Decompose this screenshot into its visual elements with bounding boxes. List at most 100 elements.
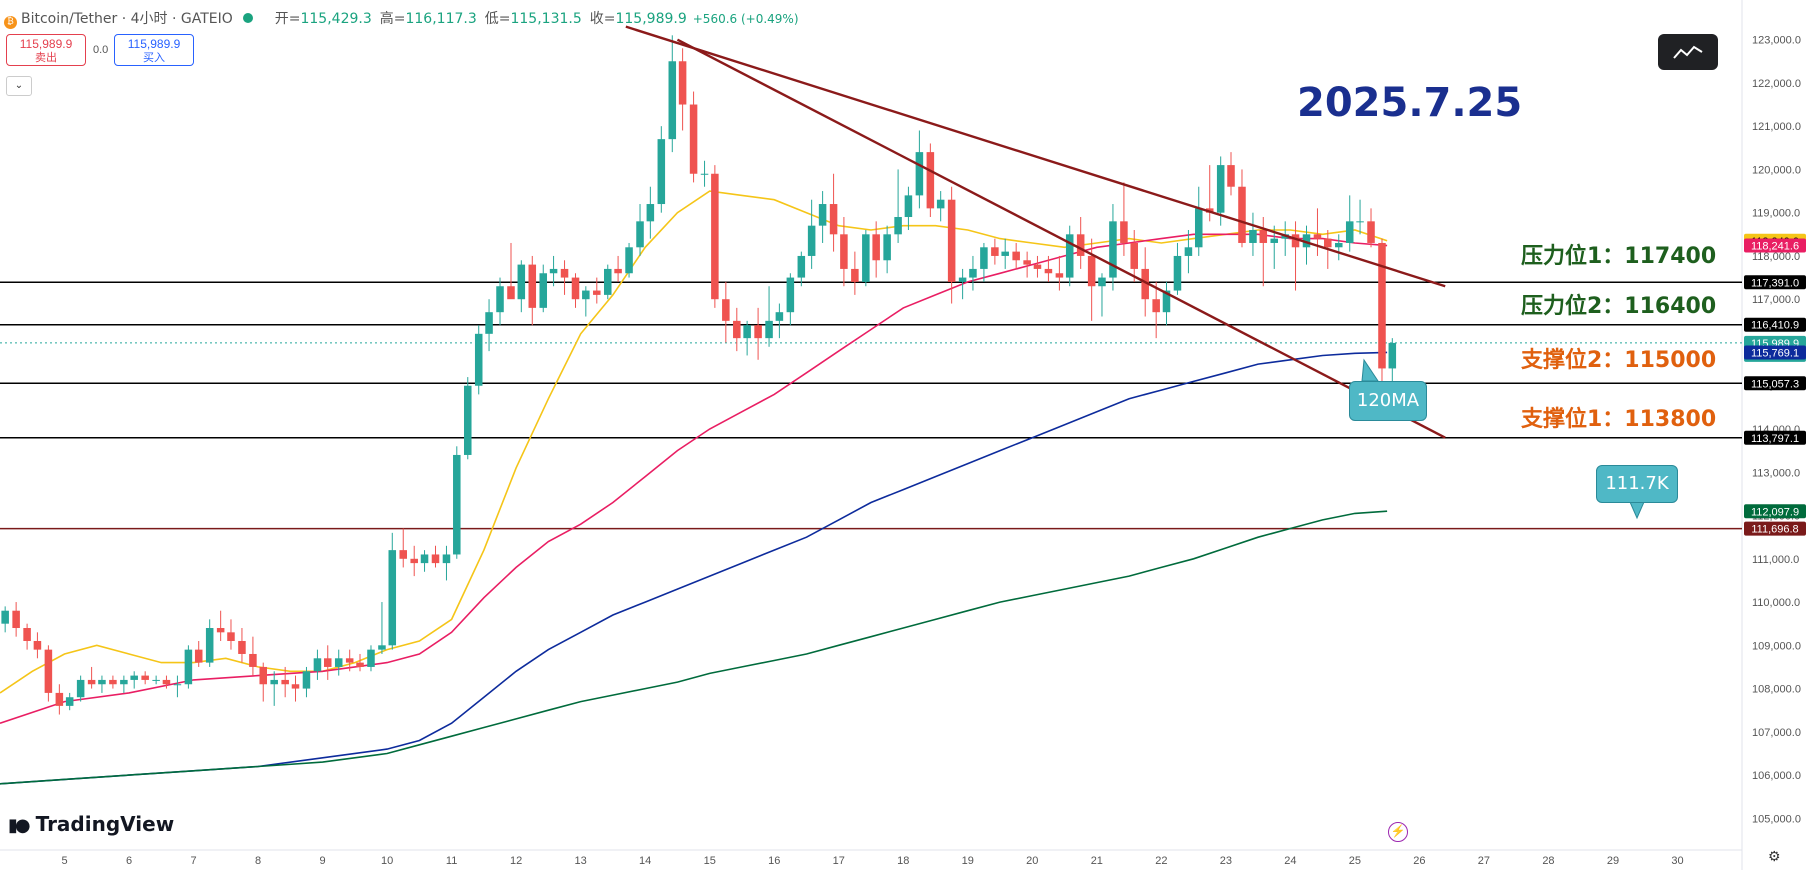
candle xyxy=(711,165,719,308)
candle xyxy=(120,675,128,693)
candle-body xyxy=(958,277,967,282)
candle-body xyxy=(1238,186,1246,243)
candle xyxy=(915,130,924,209)
x-tick-label: 19 xyxy=(962,855,974,867)
candle-body xyxy=(1324,238,1332,248)
resistance-2-label: 压力位2：116400 xyxy=(1521,294,1717,319)
candle-body xyxy=(936,199,945,209)
candle xyxy=(76,675,85,702)
candle-body xyxy=(1076,234,1085,256)
candle xyxy=(936,191,945,222)
candle xyxy=(733,307,741,352)
candle-body xyxy=(807,225,816,256)
candle xyxy=(33,632,42,659)
candle-body xyxy=(604,268,612,295)
candle-body xyxy=(571,277,580,300)
candle-body xyxy=(388,550,397,646)
x-tick-label: 10 xyxy=(381,855,393,867)
symbol-header[interactable]: ₿ Bitcoin/Tether · 4小时 · GATEIO 开=115,429.… xyxy=(4,8,799,29)
candle xyxy=(1345,195,1354,252)
candle-body xyxy=(65,697,74,706)
candle xyxy=(904,186,913,230)
candle-body xyxy=(1302,234,1311,248)
sell-button[interactable]: 115,989.9 卖出 xyxy=(6,34,86,66)
candle xyxy=(1,606,9,633)
candle-body xyxy=(33,640,42,650)
x-tick-label: 23 xyxy=(1220,855,1232,867)
candle xyxy=(571,273,580,308)
candle-body xyxy=(862,234,870,282)
candle-body xyxy=(431,554,440,564)
candle-body xyxy=(1109,221,1117,278)
price-tag-label: 112,097.9 xyxy=(1751,506,1799,518)
x-tick-label: 5 xyxy=(61,855,67,867)
candle xyxy=(840,217,848,287)
candle xyxy=(1194,186,1203,256)
candle xyxy=(1001,238,1009,269)
candle-body xyxy=(1141,268,1149,300)
candle-body xyxy=(356,662,364,667)
candle-body xyxy=(582,290,590,300)
candle xyxy=(636,204,644,256)
candle-body xyxy=(474,333,483,386)
price-tag xyxy=(1744,521,1806,536)
candle xyxy=(55,684,64,715)
candle-body xyxy=(829,204,838,235)
candle xyxy=(507,242,515,300)
x-tick-label: 13 xyxy=(575,855,587,867)
candle-body xyxy=(1130,242,1138,269)
candle xyxy=(991,238,999,265)
settings-icon[interactable]: ⚙ xyxy=(1768,848,1781,864)
candle xyxy=(399,528,408,568)
chevron-down-icon[interactable]: ⌄ xyxy=(6,76,32,96)
x-tick-label: 18 xyxy=(897,855,909,867)
x-tick-label: 14 xyxy=(639,855,651,867)
candle-body xyxy=(87,679,96,685)
candle-body xyxy=(797,255,806,278)
candle-body xyxy=(1023,260,1031,265)
candle xyxy=(227,619,235,650)
candle-body xyxy=(291,684,300,689)
candle-body xyxy=(733,320,741,339)
candle xyxy=(249,636,257,676)
candle-body xyxy=(872,234,880,261)
high-value: 116,117.3 xyxy=(405,11,477,27)
candle xyxy=(1152,281,1160,339)
lightning-icon[interactable]: ⚡ xyxy=(1388,822,1408,842)
low-value: 115,131.5 xyxy=(510,11,582,27)
candle-body xyxy=(345,658,354,663)
candle-body xyxy=(883,234,891,261)
candle-body xyxy=(410,558,418,564)
buy-button[interactable]: 115,989.9 买入 xyxy=(114,34,194,66)
candle xyxy=(420,550,429,572)
candle-body xyxy=(636,221,644,248)
y-tick-label: 106,000.0 xyxy=(1752,770,1801,782)
candle-body xyxy=(1249,229,1257,243)
candle xyxy=(1130,229,1138,282)
candle xyxy=(378,602,386,654)
candle xyxy=(786,273,795,326)
price-tag-label: 115,769.1 xyxy=(1751,347,1799,359)
candle xyxy=(517,260,526,313)
candle xyxy=(969,255,977,291)
tradingview-mark-icon: ▮● xyxy=(8,815,31,836)
candle-body xyxy=(926,152,935,209)
ma-line-120ma xyxy=(0,351,1388,785)
candle xyxy=(1173,242,1182,295)
candle xyxy=(453,446,461,559)
y-tick-label: 119,000.0 xyxy=(1752,208,1800,220)
price-tag xyxy=(1744,376,1806,391)
candle-body xyxy=(485,312,493,334)
y-tick-label: 118,000.0 xyxy=(1752,251,1800,263)
candle xyxy=(528,255,537,326)
candle xyxy=(388,532,397,650)
candle-body xyxy=(689,104,698,174)
chart-date-annotation: 2025.7.25 xyxy=(1297,80,1523,126)
candle xyxy=(775,303,784,339)
chart-type-button[interactable] xyxy=(1658,34,1718,70)
candle xyxy=(722,281,730,343)
tradingview-logo[interactable]: ▮● TradingView xyxy=(8,812,174,836)
y-tick-label: 122,000.0 xyxy=(1752,78,1801,90)
candle-body xyxy=(55,692,64,706)
